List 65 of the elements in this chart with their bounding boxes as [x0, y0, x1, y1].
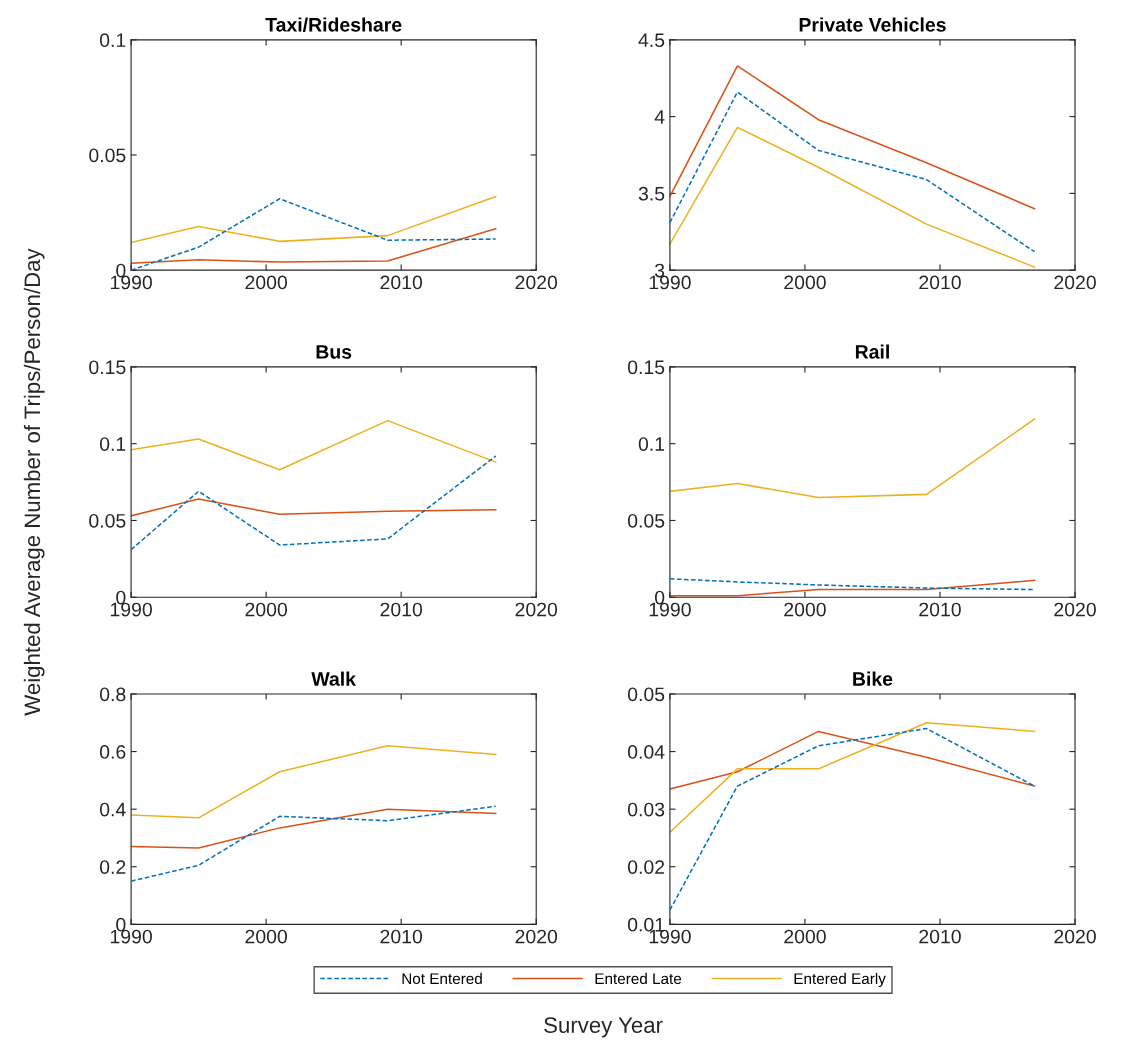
- line-series: [669, 91, 1036, 253]
- y-tick-label: 0.1: [638, 437, 665, 451]
- chart-title: Private Vehicles: [799, 17, 946, 32]
- y-tick-label: 0.15: [627, 360, 665, 375]
- y-tick-label: 0.04: [627, 745, 665, 759]
- legend-label: Entered Early: [794, 972, 886, 988]
- x-tick-label: 2020: [515, 275, 558, 290]
- y-tick-label: 0.02: [627, 860, 665, 874]
- line-series: [131, 808, 497, 849]
- x-tick-label: 2020: [515, 929, 558, 944]
- y-tick-label: 4: [654, 110, 665, 124]
- x-tick-label: 2010: [380, 275, 423, 290]
- line-series: [131, 227, 497, 265]
- y-tick-label: 0.1: [99, 33, 126, 48]
- x-tick-label: 2020: [1054, 602, 1096, 617]
- legend-label: Entered Late: [595, 972, 682, 985]
- x-tick-label: 2000: [784, 929, 826, 944]
- x-axis-title: Survey Year: [544, 1017, 663, 1038]
- chart-title: Walk: [311, 671, 357, 686]
- chart-title: Bus: [316, 345, 352, 359]
- x-tick-label: 2000: [784, 602, 826, 617]
- line-series: [669, 727, 1036, 911]
- y-tick-label: 0.05: [89, 148, 126, 163]
- x-tick-label: 2020: [515, 602, 558, 617]
- line-series: [669, 578, 1036, 591]
- x-tick-label: 2000: [245, 275, 288, 290]
- line-series: [131, 498, 497, 517]
- y-tick-label: 0.8: [99, 687, 126, 702]
- chart-title: Taxi/Rideshare: [265, 17, 402, 32]
- x-tick-label: 2010: [380, 602, 423, 617]
- line-series: [669, 722, 1036, 833]
- y-axis-title: Weighted Average Number of Trips/Person/Day: [23, 248, 45, 716]
- y-tick-label: 0.05: [627, 513, 665, 528]
- x-tick-label: 2000: [245, 602, 288, 617]
- y-tick-label: 0.1: [99, 437, 126, 451]
- y-tick-label: 4.5: [638, 33, 665, 48]
- y-tick-label: 0.2: [99, 860, 126, 874]
- y-tick-label: 0.6: [99, 745, 126, 759]
- line-series: [669, 126, 1036, 268]
- y-tick-label: 0.4: [99, 802, 126, 817]
- x-tick-label: 2020: [1054, 275, 1096, 290]
- legend-label: Not Entered: [402, 972, 482, 985]
- x-tick-label: 2020: [1054, 929, 1096, 944]
- line-series: [131, 805, 497, 882]
- line-series: [669, 65, 1036, 210]
- line-series: [131, 745, 497, 819]
- x-tick-label: 2000: [784, 275, 826, 290]
- chart-title: Bike: [853, 671, 893, 686]
- line-series: [669, 418, 1036, 499]
- x-tick-label: 2010: [919, 275, 961, 290]
- line-series: [131, 195, 497, 244]
- y-tick-label: 0.05: [89, 513, 126, 528]
- y-tick-label: 0.05: [627, 687, 665, 702]
- y-tick-label: 0.03: [627, 802, 665, 817]
- x-tick-label: 2010: [919, 602, 961, 617]
- x-tick-label: 2000: [245, 929, 288, 944]
- line-series: [131, 455, 497, 551]
- x-tick-label: 2010: [919, 929, 961, 944]
- line-series: [669, 730, 1036, 790]
- line-series: [131, 419, 497, 471]
- x-tick-label: 2010: [380, 929, 423, 944]
- chart-title: Rail: [855, 344, 889, 359]
- y-tick-label: 3.5: [638, 186, 665, 201]
- line-series: [131, 197, 497, 271]
- y-tick-label: 0.15: [89, 360, 126, 375]
